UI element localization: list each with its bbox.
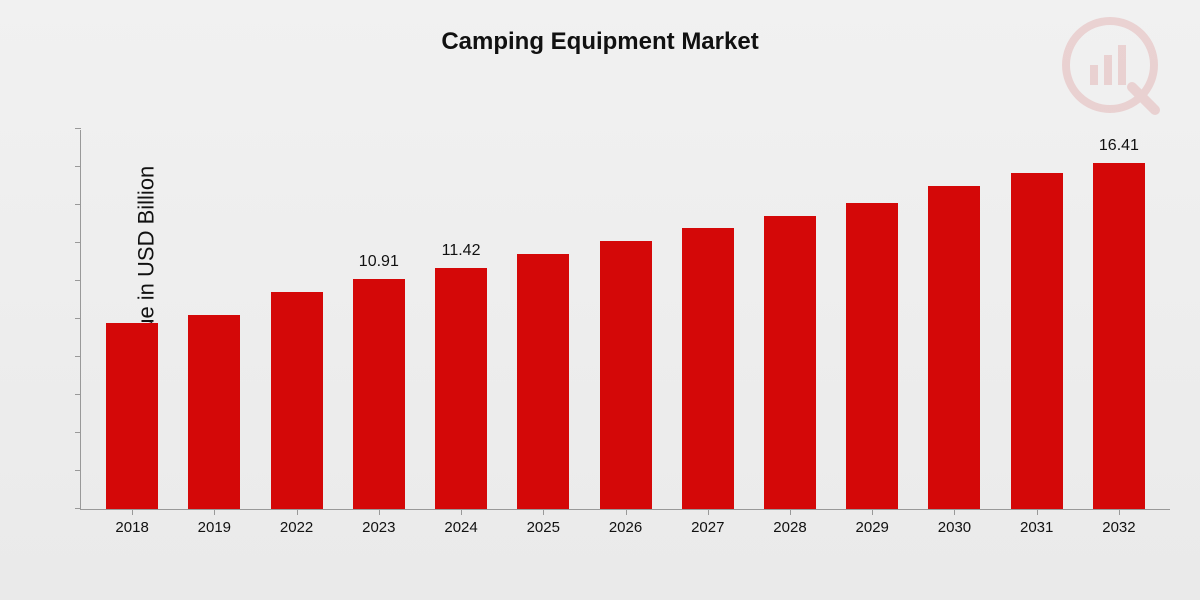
bar-group: 2018 bbox=[91, 130, 173, 509]
bar-group: 2028 bbox=[749, 130, 831, 509]
y-tick bbox=[75, 470, 81, 471]
x-tick bbox=[297, 509, 298, 515]
bars-container: 20182019202210.91202311.4220242025202620… bbox=[81, 130, 1170, 509]
x-axis-tick-label: 2030 bbox=[913, 519, 995, 536]
x-tick bbox=[872, 509, 873, 515]
x-axis-tick-label: 2024 bbox=[420, 519, 502, 536]
x-tick bbox=[626, 509, 627, 515]
x-axis-tick-label: 2029 bbox=[831, 519, 913, 536]
bar bbox=[600, 241, 652, 509]
bar bbox=[928, 186, 980, 509]
watermark-logo-icon bbox=[1060, 15, 1160, 120]
bar-group: 2031 bbox=[996, 130, 1078, 509]
bar bbox=[846, 203, 898, 509]
x-tick bbox=[1119, 509, 1120, 515]
x-axis-tick-label: 2025 bbox=[502, 519, 584, 536]
y-tick bbox=[75, 508, 81, 509]
y-tick bbox=[75, 432, 81, 433]
chart-title: Camping Equipment Market bbox=[0, 28, 1200, 56]
plot-area: 20182019202210.91202311.4220242025202620… bbox=[80, 130, 1170, 510]
x-axis-tick-label: 2027 bbox=[667, 519, 749, 536]
bar-group: 2019 bbox=[173, 130, 255, 509]
x-axis-tick-label: 2018 bbox=[91, 519, 173, 536]
x-tick bbox=[379, 509, 380, 515]
bar bbox=[682, 228, 734, 509]
x-tick bbox=[708, 509, 709, 515]
y-tick bbox=[75, 128, 81, 129]
bar-group: 11.422024 bbox=[420, 130, 502, 509]
bar bbox=[764, 216, 816, 509]
x-tick bbox=[954, 509, 955, 515]
x-tick bbox=[461, 509, 462, 515]
x-tick bbox=[132, 509, 133, 515]
x-tick bbox=[214, 509, 215, 515]
y-tick bbox=[75, 166, 81, 167]
x-axis-tick-label: 2031 bbox=[996, 519, 1078, 536]
bar-group: 10.912023 bbox=[338, 130, 420, 509]
bar-value-label: 10.91 bbox=[338, 253, 420, 271]
x-axis-tick-label: 2023 bbox=[338, 519, 420, 536]
y-tick bbox=[75, 356, 81, 357]
bar-group: 2027 bbox=[667, 130, 749, 509]
bar-value-label: 16.41 bbox=[1078, 137, 1160, 155]
x-tick bbox=[1037, 509, 1038, 515]
y-tick bbox=[75, 204, 81, 205]
bar bbox=[106, 323, 158, 509]
bar bbox=[353, 279, 405, 509]
bar bbox=[1093, 163, 1145, 509]
bar-group: 2029 bbox=[831, 130, 913, 509]
bar-group: 2022 bbox=[255, 130, 337, 509]
y-tick bbox=[75, 242, 81, 243]
x-tick bbox=[543, 509, 544, 515]
x-tick bbox=[790, 509, 791, 515]
bar bbox=[1011, 173, 1063, 509]
bar-group: 2026 bbox=[584, 130, 666, 509]
x-axis-tick-label: 2026 bbox=[584, 519, 666, 536]
bar-group: 2025 bbox=[502, 130, 584, 509]
bar bbox=[271, 292, 323, 509]
bar-group: 16.412032 bbox=[1078, 130, 1160, 509]
bar-group: 2030 bbox=[913, 130, 995, 509]
y-tick bbox=[75, 280, 81, 281]
bar bbox=[188, 315, 240, 509]
y-tick bbox=[75, 318, 81, 319]
x-axis-tick-label: 2032 bbox=[1078, 519, 1160, 536]
y-tick bbox=[75, 394, 81, 395]
bar bbox=[435, 268, 487, 509]
bar bbox=[517, 254, 569, 509]
bar-value-label: 11.42 bbox=[420, 242, 502, 260]
x-axis-tick-label: 2028 bbox=[749, 519, 831, 536]
x-axis-tick-label: 2022 bbox=[255, 519, 337, 536]
x-axis-tick-label: 2019 bbox=[173, 519, 255, 536]
